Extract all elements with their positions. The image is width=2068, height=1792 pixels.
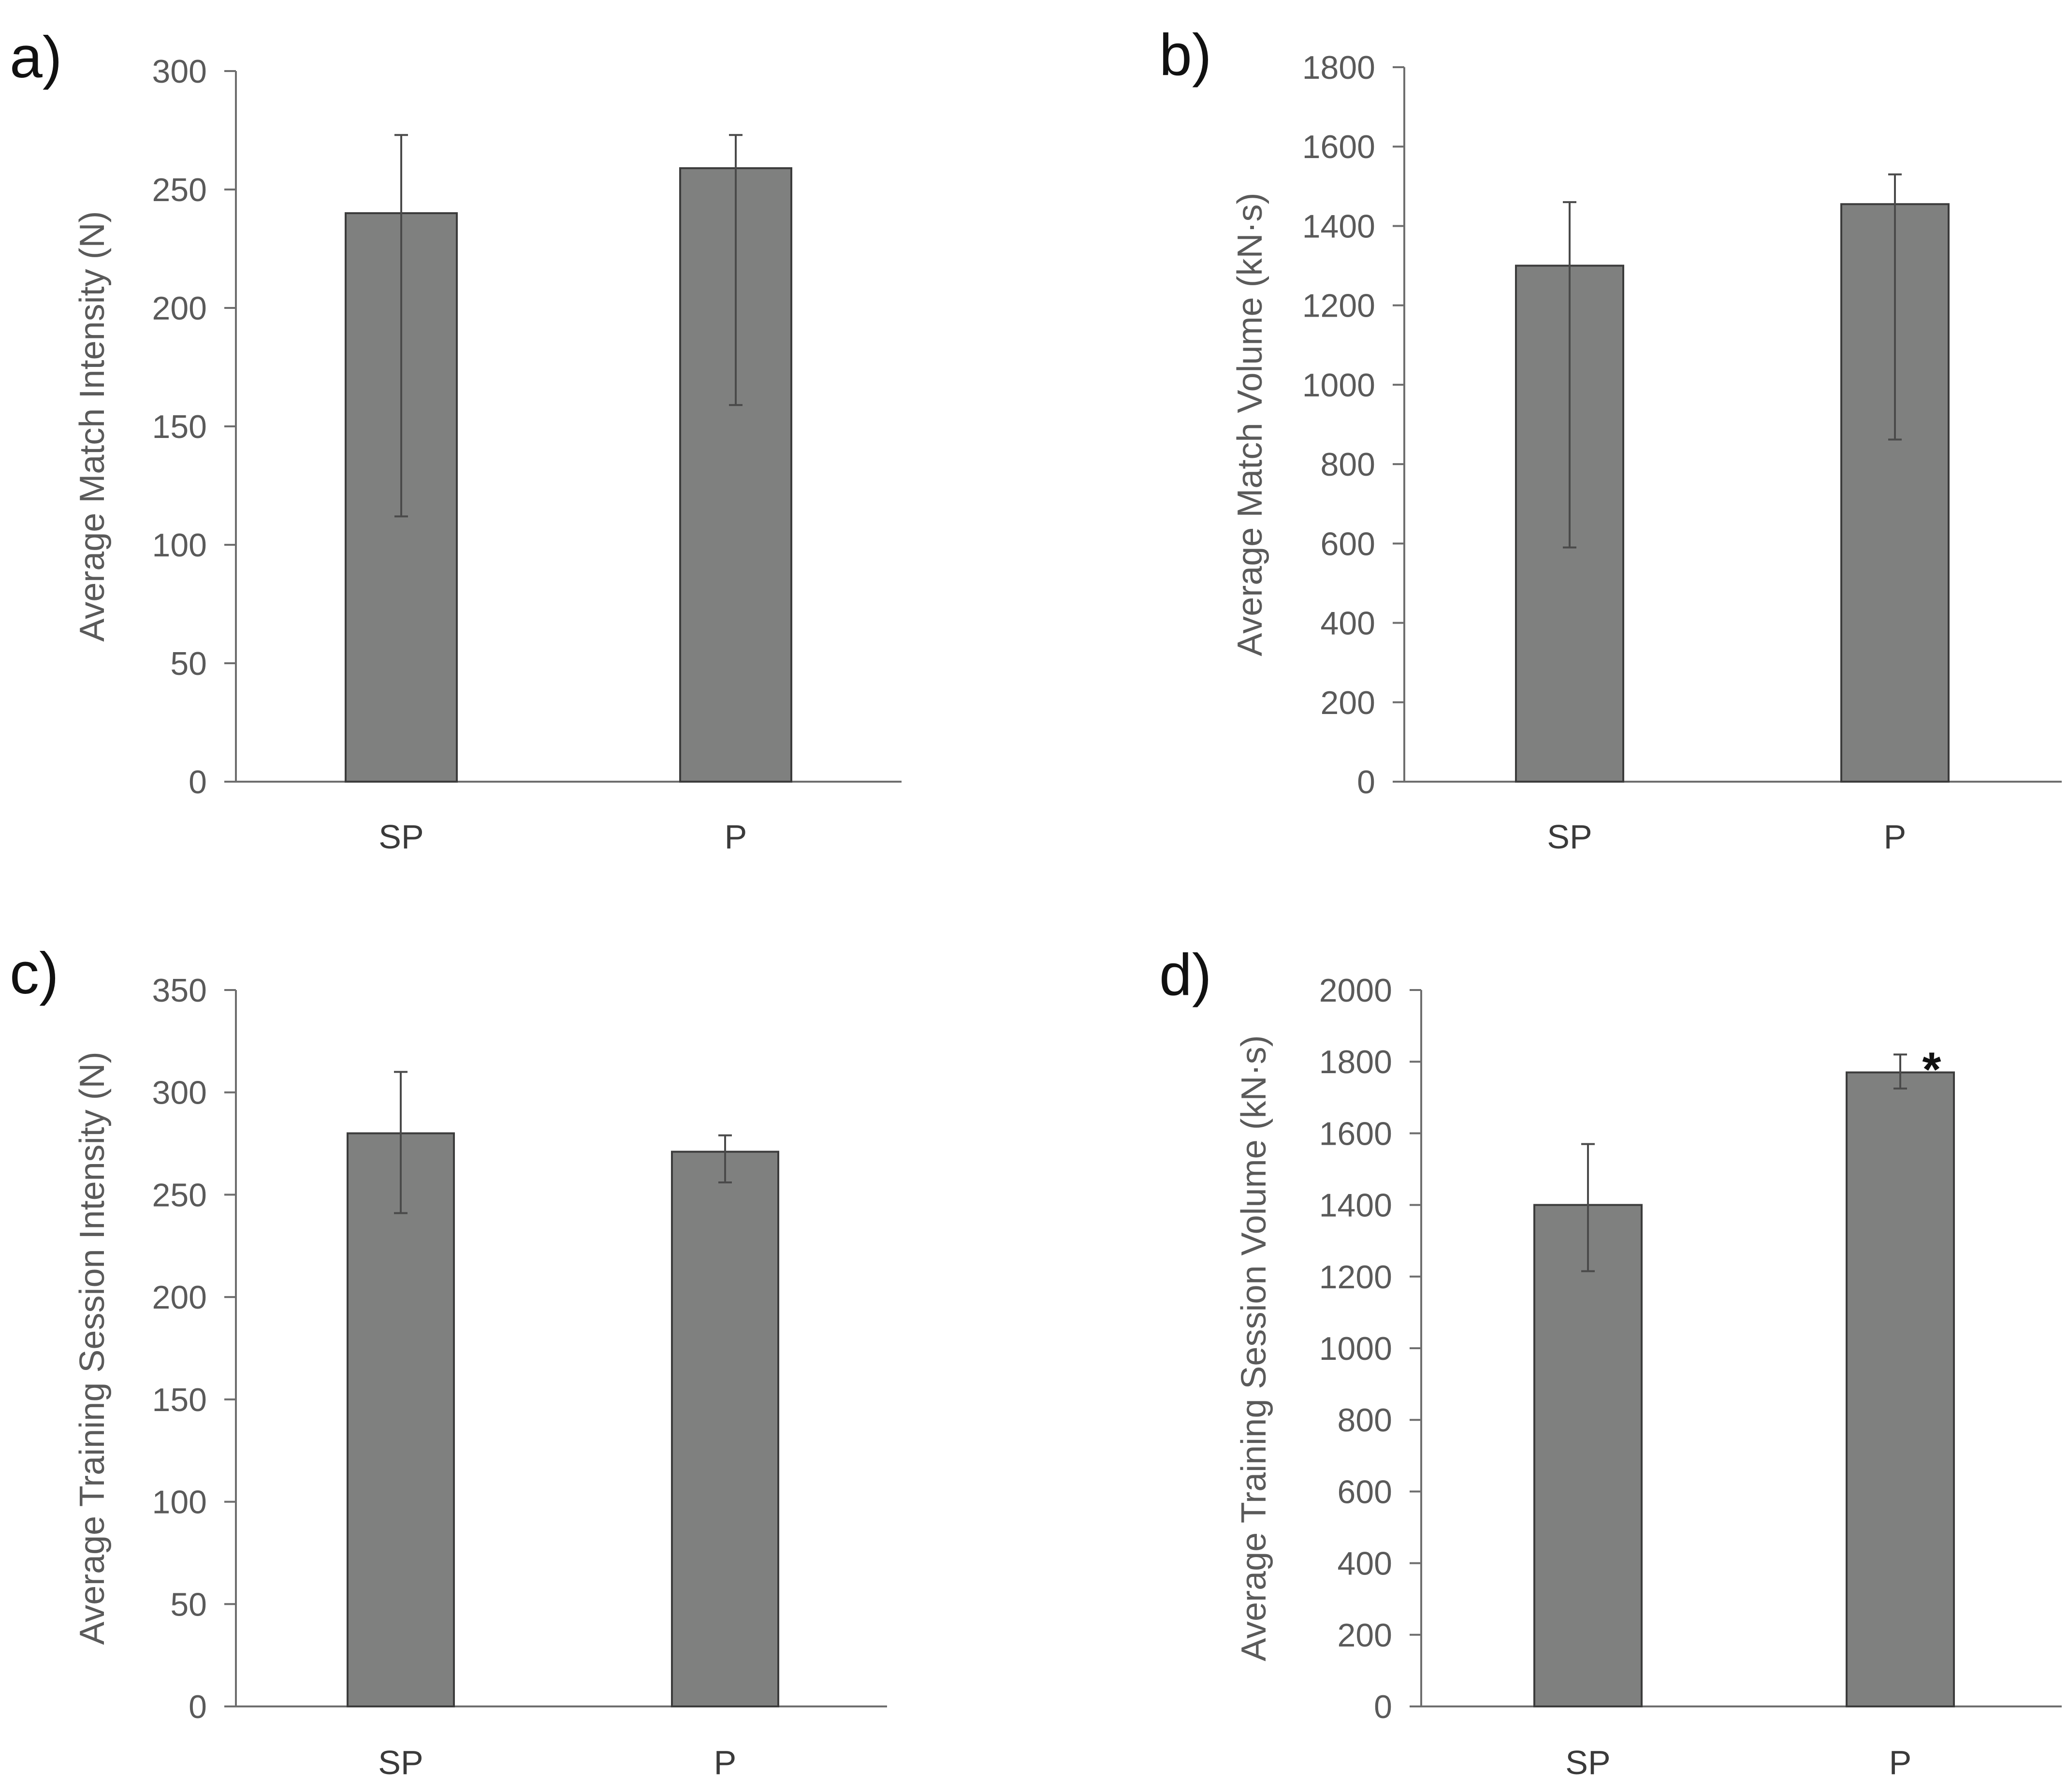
y-tick-label: 800 (1321, 446, 1375, 483)
panel-label: c) (10, 940, 59, 1006)
y-tick-label: 800 (1338, 1402, 1392, 1439)
y-tick-label: 50 (170, 1586, 207, 1623)
y-tick-label: 150 (152, 1382, 207, 1418)
y-tick-label: 0 (189, 764, 207, 801)
y-tick-label: 300 (152, 1075, 207, 1111)
y-axis-title: Average Match Intensity (N) (73, 211, 112, 641)
y-tick-label: 600 (1321, 525, 1375, 562)
y-tick-label: 400 (1338, 1545, 1392, 1582)
chart-panel-2: b) 0 200 400 600 800 1000 1200 1400 1600 1800 Avera… (1159, 22, 2062, 856)
y-tick-label: 150 (152, 408, 207, 445)
x-category-label: SP (1565, 1744, 1610, 1781)
panel-label: a) (10, 24, 62, 90)
chart-panels: a) 0 50 100 150 200 250 300 Average Match Intens… (10, 22, 2062, 1781)
chart-panel-1: a) 0 50 100 150 200 250 300 Average Match Intens… (10, 24, 902, 856)
y-tick-label: 50 (170, 645, 207, 682)
y-tick-label: 1200 (1302, 288, 1375, 324)
x-category-label: P (725, 818, 747, 856)
bar-sp (347, 1132, 455, 1707)
y-tick-label: 200 (1321, 685, 1375, 721)
y-tick-label: 1800 (1319, 1044, 1392, 1080)
panel-label: d) (1159, 942, 1211, 1007)
bar-p (1846, 1071, 1955, 1707)
y-tick-label: 200 (152, 1279, 207, 1316)
chart-panel-4: d) 0 200 400 600 800 1000 1200 1400 1600 1800 2000 A… (1159, 942, 2062, 1781)
y-tick-label: 200 (152, 290, 207, 327)
bar-p (671, 1151, 779, 1707)
y-tick-label: 0 (189, 1689, 207, 1725)
y-tick-label: 1600 (1319, 1115, 1392, 1152)
x-category-label: SP (379, 818, 423, 856)
y-axis-title: Average Training Session Volume (kN·s) (1235, 1035, 1273, 1661)
y-tick-label: 1000 (1319, 1330, 1392, 1367)
y-tick-label: 100 (152, 1484, 207, 1521)
y-tick-label: 1800 (1302, 49, 1375, 86)
x-category-label: SP (1547, 818, 1592, 856)
y-axis-title: Average Match Volume (kN·s) (1231, 192, 1269, 656)
x-category-label: P (714, 1744, 737, 1781)
x-category-label: SP (378, 1744, 423, 1781)
x-category-label: P (1884, 818, 1907, 856)
bar-sp (1533, 1204, 1643, 1708)
y-tick-label: 0 (1357, 764, 1375, 801)
y-tick-label: 1400 (1302, 208, 1375, 245)
y-tick-label: 350 (152, 972, 207, 1009)
y-tick-label: 300 (152, 53, 207, 90)
y-tick-label: 600 (1338, 1473, 1392, 1510)
chart-panel-3: c) 0 50 100 150 200 250 300 350 Average Training … (10, 940, 887, 1781)
y-axis-title: Average Training Session Intensity (N) (73, 1051, 112, 1645)
x-category-label: P (1889, 1744, 1912, 1781)
panel-label: b) (1159, 22, 1211, 87)
y-tick-label: 2000 (1319, 972, 1392, 1009)
y-tick-label: 1200 (1319, 1259, 1392, 1296)
y-tick-label: 250 (152, 172, 207, 208)
significance-marker: * (1922, 1042, 1941, 1096)
y-tick-label: 1000 (1302, 367, 1375, 404)
y-tick-label: 0 (1374, 1689, 1392, 1725)
y-tick-label: 200 (1338, 1617, 1392, 1654)
y-tick-label: 250 (152, 1177, 207, 1213)
y-tick-label: 1400 (1319, 1187, 1392, 1224)
y-tick-label: 1600 (1302, 129, 1375, 165)
y-tick-label: 100 (152, 527, 207, 564)
y-tick-label: 400 (1321, 605, 1375, 642)
